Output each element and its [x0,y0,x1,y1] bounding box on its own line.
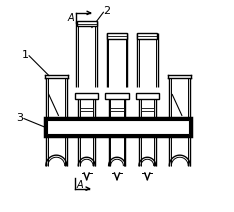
Text: A: A [76,180,83,190]
Bar [107,33,127,39]
Text: 2: 2 [103,6,110,16]
Bar [47,120,189,134]
Bar [110,108,124,111]
Bar [136,93,159,99]
Bar [77,21,97,26]
Bar [45,117,191,136]
Text: 3: 3 [16,113,23,123]
Bar [80,108,93,111]
Bar [137,33,157,39]
Text: A: A [68,13,74,23]
Text: 1: 1 [22,50,29,60]
Bar [75,93,98,99]
Bar [141,108,154,111]
Bar [105,93,129,99]
